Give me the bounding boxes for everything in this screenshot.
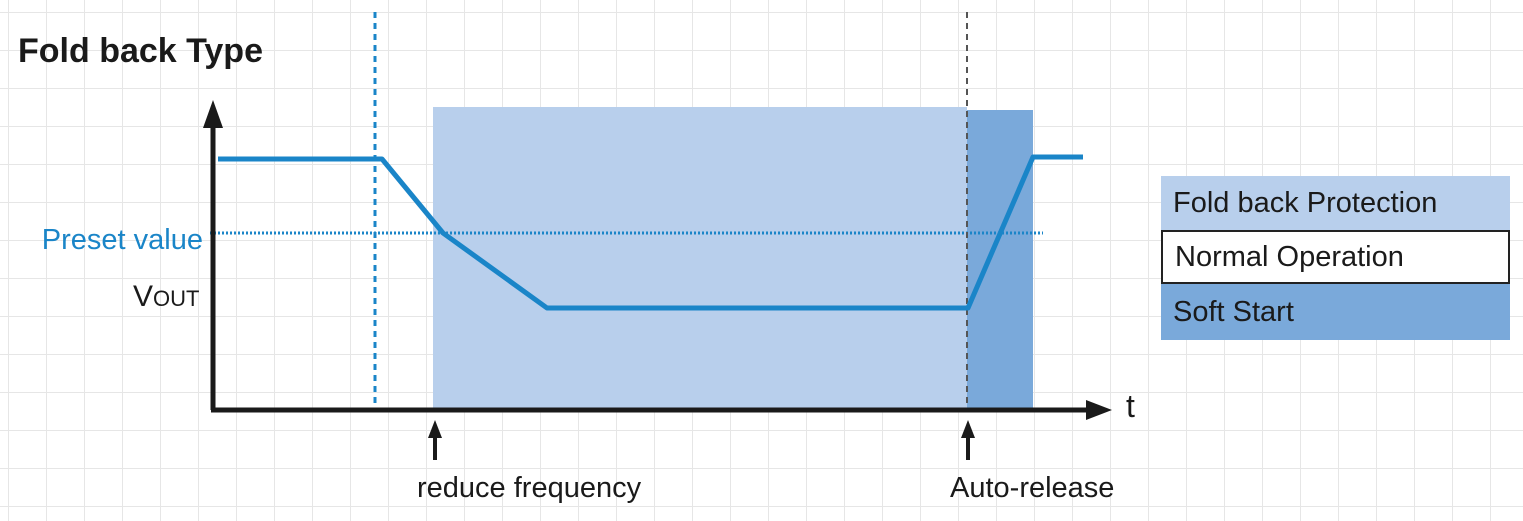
vout-label-main: V	[133, 280, 154, 313]
legend-item-fold-back-protection: Fold back Protection	[1161, 176, 1510, 230]
soft-start-region	[967, 110, 1033, 410]
fold-back-region	[433, 107, 967, 410]
time-axis-label: t	[1126, 388, 1135, 424]
reduce-frequency-label: reduce frequency	[417, 472, 642, 504]
vout-label-sub: OUT	[153, 286, 200, 311]
auto-release-label: Auto-release	[950, 472, 1115, 504]
legend: Fold back Protection Normal Operation So…	[1161, 176, 1510, 340]
legend-item-soft-start: Soft Start	[1161, 284, 1510, 340]
x-axis-arrow	[1086, 400, 1112, 420]
diagram-title: Fold back Type	[18, 32, 263, 70]
y-axis-arrow	[203, 100, 223, 128]
preset-value-label: Preset value	[41, 224, 203, 256]
vout-label: VOUT	[133, 280, 199, 314]
legend-item-normal-operation: Normal Operation	[1161, 230, 1510, 284]
auto-release-arrow-head	[961, 420, 975, 438]
vout-signal-curve	[218, 154, 1083, 311]
reduce-frequency-arrow-head	[428, 420, 442, 438]
